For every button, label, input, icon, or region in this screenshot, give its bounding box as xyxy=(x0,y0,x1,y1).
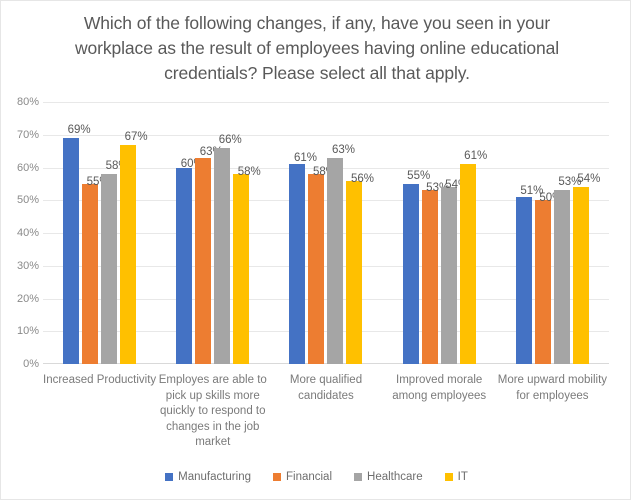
x-axis-category-label: Improved morale among employees xyxy=(392,374,487,402)
y-axis-tick-label: 60% xyxy=(16,161,39,174)
plot-area: 69% 55% 58% 67% 60% 63% 66% 58% 61% 58% 63% 56% 55% 5… xyxy=(43,102,609,364)
bar[interactable] xyxy=(214,147,231,364)
chart-title: Which of the following changes, if any, … xyxy=(74,13,560,83)
legend-item[interactable]: Financial xyxy=(272,471,333,483)
y-axis-tick-label: 30% xyxy=(16,259,39,272)
bar[interactable] xyxy=(346,180,363,364)
legend-swatch-icon xyxy=(354,473,363,481)
x-axis-category-label: Increased Productivity xyxy=(43,374,157,386)
legend-swatch-icon xyxy=(444,473,453,481)
bar-value-label: 63% xyxy=(331,143,355,156)
bar[interactable] xyxy=(176,167,193,364)
legend-item[interactable]: Healthcare xyxy=(354,471,423,483)
legend-label: IT xyxy=(457,471,468,483)
bar-value-label: 55% xyxy=(407,169,431,182)
x-axis-category-label: More qualified candidates xyxy=(289,374,363,402)
x-axis-category-label: Employes are able to pick up skills more… xyxy=(158,374,267,448)
y-axis-tick-label: 70% xyxy=(16,128,39,141)
y-axis-tick-label: 10% xyxy=(16,325,39,338)
bar-group: 61% 58% 63% 56% xyxy=(269,102,382,364)
gridline xyxy=(43,298,609,300)
y-axis-tick-label: 50% xyxy=(16,194,39,207)
legend-item[interactable]: IT xyxy=(444,471,468,483)
bar-value-label: 58% xyxy=(237,166,261,179)
bar[interactable] xyxy=(82,183,99,364)
y-axis-tick-label: 80% xyxy=(16,96,39,108)
y-axis-tick-label: 20% xyxy=(16,292,39,305)
bar[interactable] xyxy=(101,174,118,364)
bar-value-label: 61% xyxy=(464,150,488,163)
bar[interactable] xyxy=(440,187,457,364)
bar[interactable] xyxy=(402,183,419,364)
bar-group: 60% 63% 66% 58% xyxy=(156,102,269,364)
bar-group: 69% 55% 58% 67% xyxy=(43,102,156,364)
bar[interactable] xyxy=(289,164,306,364)
y-axis-tick-label: 0% xyxy=(23,358,39,370)
bar[interactable] xyxy=(515,196,532,364)
bar-value-label: 56% xyxy=(350,172,374,185)
bar[interactable] xyxy=(459,164,476,364)
gridline xyxy=(43,331,609,333)
bar-value-label: 53% xyxy=(558,176,582,189)
gridline xyxy=(43,167,609,169)
legend-swatch-icon xyxy=(165,473,174,481)
bar[interactable] xyxy=(120,144,137,364)
gridline xyxy=(43,102,609,103)
legend-label: Financial xyxy=(285,471,333,483)
bar-group: 51% 50% 53% 54% xyxy=(496,102,609,364)
bar-value-label: 69% xyxy=(67,124,91,137)
y-axis: 80% 70% 60% 50% 40% 30% 20% 10% 0% xyxy=(1,96,39,370)
bar-value-label: 61% xyxy=(293,152,317,165)
x-axis-category-label: More upward mobility for employees xyxy=(497,374,608,402)
x-axis-line xyxy=(43,363,609,364)
y-axis-tick-label: 40% xyxy=(16,227,39,239)
bar[interactable] xyxy=(63,138,80,364)
bar[interactable] xyxy=(553,190,570,364)
bar[interactable] xyxy=(233,174,250,364)
bar-group: 55% 53% 54% 61% xyxy=(383,102,496,364)
legend-label: Manufacturing xyxy=(178,471,251,483)
bar-value-label: 54% xyxy=(577,173,601,186)
legend-label: Healthcare xyxy=(367,471,423,483)
bar[interactable] xyxy=(534,200,551,364)
bar-value-label: 51% xyxy=(520,184,544,197)
bar[interactable] xyxy=(308,174,325,364)
gridline xyxy=(43,233,609,234)
bar[interactable] xyxy=(572,187,589,364)
bar-value-label: 66% xyxy=(218,133,242,146)
legend-swatch-icon xyxy=(272,473,281,481)
bar[interactable] xyxy=(421,190,438,364)
bar[interactable] xyxy=(327,157,344,364)
bar[interactable] xyxy=(195,157,212,364)
chart-legend: Manufacturing Financial Healthcare IT xyxy=(1,471,630,483)
gridline xyxy=(43,265,609,267)
legend-item[interactable]: Manufacturing xyxy=(165,471,251,483)
bar-value-label: 67% xyxy=(124,130,148,143)
gridline xyxy=(43,200,609,202)
gridline xyxy=(43,134,609,136)
